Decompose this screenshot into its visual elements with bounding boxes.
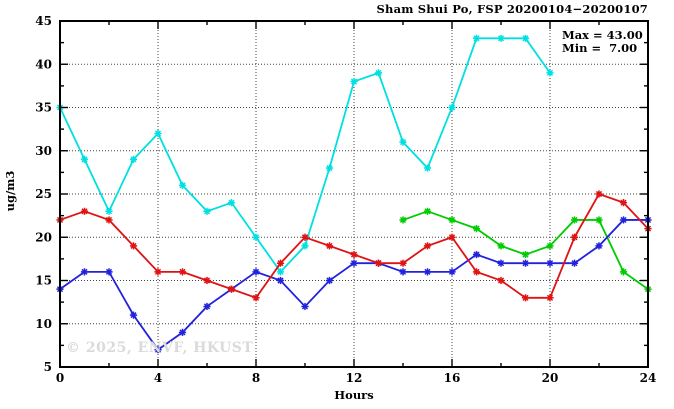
x-tick-label: 16 bbox=[444, 371, 461, 385]
x-tick-label: 12 bbox=[346, 371, 363, 385]
series-red-marker bbox=[129, 242, 138, 250]
series-cyan-marker bbox=[521, 34, 530, 42]
series-blue-marker bbox=[105, 268, 113, 276]
series-red-marker bbox=[325, 242, 334, 250]
series-red-marker bbox=[570, 233, 579, 241]
series-blue-marker bbox=[619, 216, 628, 224]
series-cyan-marker bbox=[227, 199, 236, 207]
series-red-marker bbox=[374, 259, 383, 267]
y-tick-label: 30 bbox=[35, 144, 52, 158]
series-blue-marker bbox=[252, 268, 260, 276]
series-blue-marker bbox=[276, 276, 285, 285]
series-cyan-marker bbox=[203, 207, 211, 215]
series-cyan-marker bbox=[374, 69, 383, 77]
series-green-marker bbox=[619, 268, 628, 276]
min-value-annotation: Min = 7.00 bbox=[562, 41, 638, 55]
series-red-marker bbox=[448, 233, 456, 241]
series-blue-marker bbox=[448, 268, 456, 276]
series-blue-marker bbox=[546, 259, 554, 267]
series-green-line bbox=[402, 210, 649, 290]
series-cyan-marker bbox=[301, 242, 309, 250]
series-cyan-marker bbox=[325, 164, 334, 172]
series-cyan-marker bbox=[472, 34, 481, 42]
series-red-marker bbox=[276, 259, 285, 267]
series-blue-marker bbox=[325, 276, 334, 285]
series-cyan-marker bbox=[423, 164, 432, 172]
series-cyan-marker bbox=[546, 69, 554, 77]
y-tick-label: 40 bbox=[35, 57, 52, 71]
x-axis-label: Hours bbox=[334, 388, 374, 402]
series-cyan-marker bbox=[129, 155, 138, 163]
series-blue-marker bbox=[497, 259, 505, 267]
series-cyan-marker bbox=[448, 103, 456, 112]
series-red-marker bbox=[619, 199, 628, 207]
series-green-marker bbox=[546, 242, 554, 250]
series-cyan-marker bbox=[252, 233, 260, 241]
series-blue-marker bbox=[570, 259, 579, 267]
series-blue-marker bbox=[178, 328, 187, 336]
series-cyan-marker bbox=[105, 207, 113, 215]
series-red-marker bbox=[178, 268, 187, 276]
series-green-marker bbox=[497, 242, 505, 250]
max-value-annotation: Max = 43.00 bbox=[562, 28, 643, 42]
y-tick-label: 15 bbox=[35, 274, 52, 288]
series-red-marker bbox=[521, 294, 530, 302]
watermark: © 2025, ENVF, HKUST bbox=[66, 340, 254, 356]
series-red-marker bbox=[80, 207, 89, 215]
x-tick-label: 4 bbox=[154, 371, 162, 385]
series-cyan-marker bbox=[276, 268, 285, 276]
y-axis-label: ug/m3 bbox=[3, 170, 17, 212]
series-red-marker bbox=[423, 242, 432, 250]
series-green-marker bbox=[472, 225, 481, 233]
y-tick-label: 45 bbox=[35, 14, 52, 28]
series-blue-marker bbox=[423, 268, 432, 276]
series-red-marker bbox=[105, 216, 113, 224]
x-tick-label: 0 bbox=[56, 371, 64, 385]
series-cyan-marker bbox=[154, 129, 162, 138]
series-red-marker bbox=[227, 285, 236, 293]
series-blue-marker bbox=[595, 242, 603, 250]
y-tick-label: 35 bbox=[35, 101, 52, 115]
series-blue-marker bbox=[399, 268, 407, 276]
series-green-marker bbox=[570, 216, 579, 224]
series-cyan-marker bbox=[350, 77, 358, 86]
series-cyan-marker bbox=[497, 34, 505, 42]
series-blue-marker bbox=[350, 259, 358, 267]
series-red-marker bbox=[252, 294, 260, 302]
series-green-marker bbox=[521, 250, 530, 259]
x-tick-label: 20 bbox=[542, 371, 559, 385]
series-green-marker bbox=[399, 216, 407, 224]
y-tick-label: 20 bbox=[35, 230, 52, 244]
series-green-marker bbox=[595, 216, 603, 224]
chart-title: Sham Shui Po, FSP 20200104−20200107 bbox=[376, 2, 648, 16]
series-blue-marker bbox=[521, 259, 530, 267]
series-red-marker bbox=[497, 276, 505, 285]
series-blue-marker bbox=[301, 302, 309, 311]
series-blue-marker bbox=[203, 302, 211, 311]
series-blue-marker bbox=[129, 311, 138, 319]
series-blue-marker bbox=[80, 268, 89, 276]
series-red-marker bbox=[595, 190, 603, 198]
x-tick-label: 8 bbox=[252, 371, 260, 385]
series-blue-marker bbox=[472, 250, 481, 259]
y-tick-label: 25 bbox=[35, 187, 52, 201]
series-red-marker bbox=[203, 276, 211, 285]
series-cyan-marker bbox=[399, 138, 407, 146]
series-red-marker bbox=[546, 294, 554, 302]
y-tick-label: 10 bbox=[35, 317, 52, 331]
series-cyan-marker bbox=[178, 181, 187, 189]
series-green-marker bbox=[423, 207, 432, 215]
y-tick-label: 5 bbox=[44, 360, 52, 374]
series-red-marker bbox=[399, 259, 407, 267]
series-red-marker bbox=[301, 233, 309, 241]
series-red-marker bbox=[472, 268, 481, 276]
series-red-marker bbox=[154, 268, 162, 276]
series-cyan-marker bbox=[80, 155, 89, 163]
series-blue-marker bbox=[154, 346, 162, 354]
series-green-marker bbox=[448, 216, 456, 224]
series-red-marker bbox=[350, 250, 358, 259]
x-tick-label: 24 bbox=[640, 371, 657, 385]
